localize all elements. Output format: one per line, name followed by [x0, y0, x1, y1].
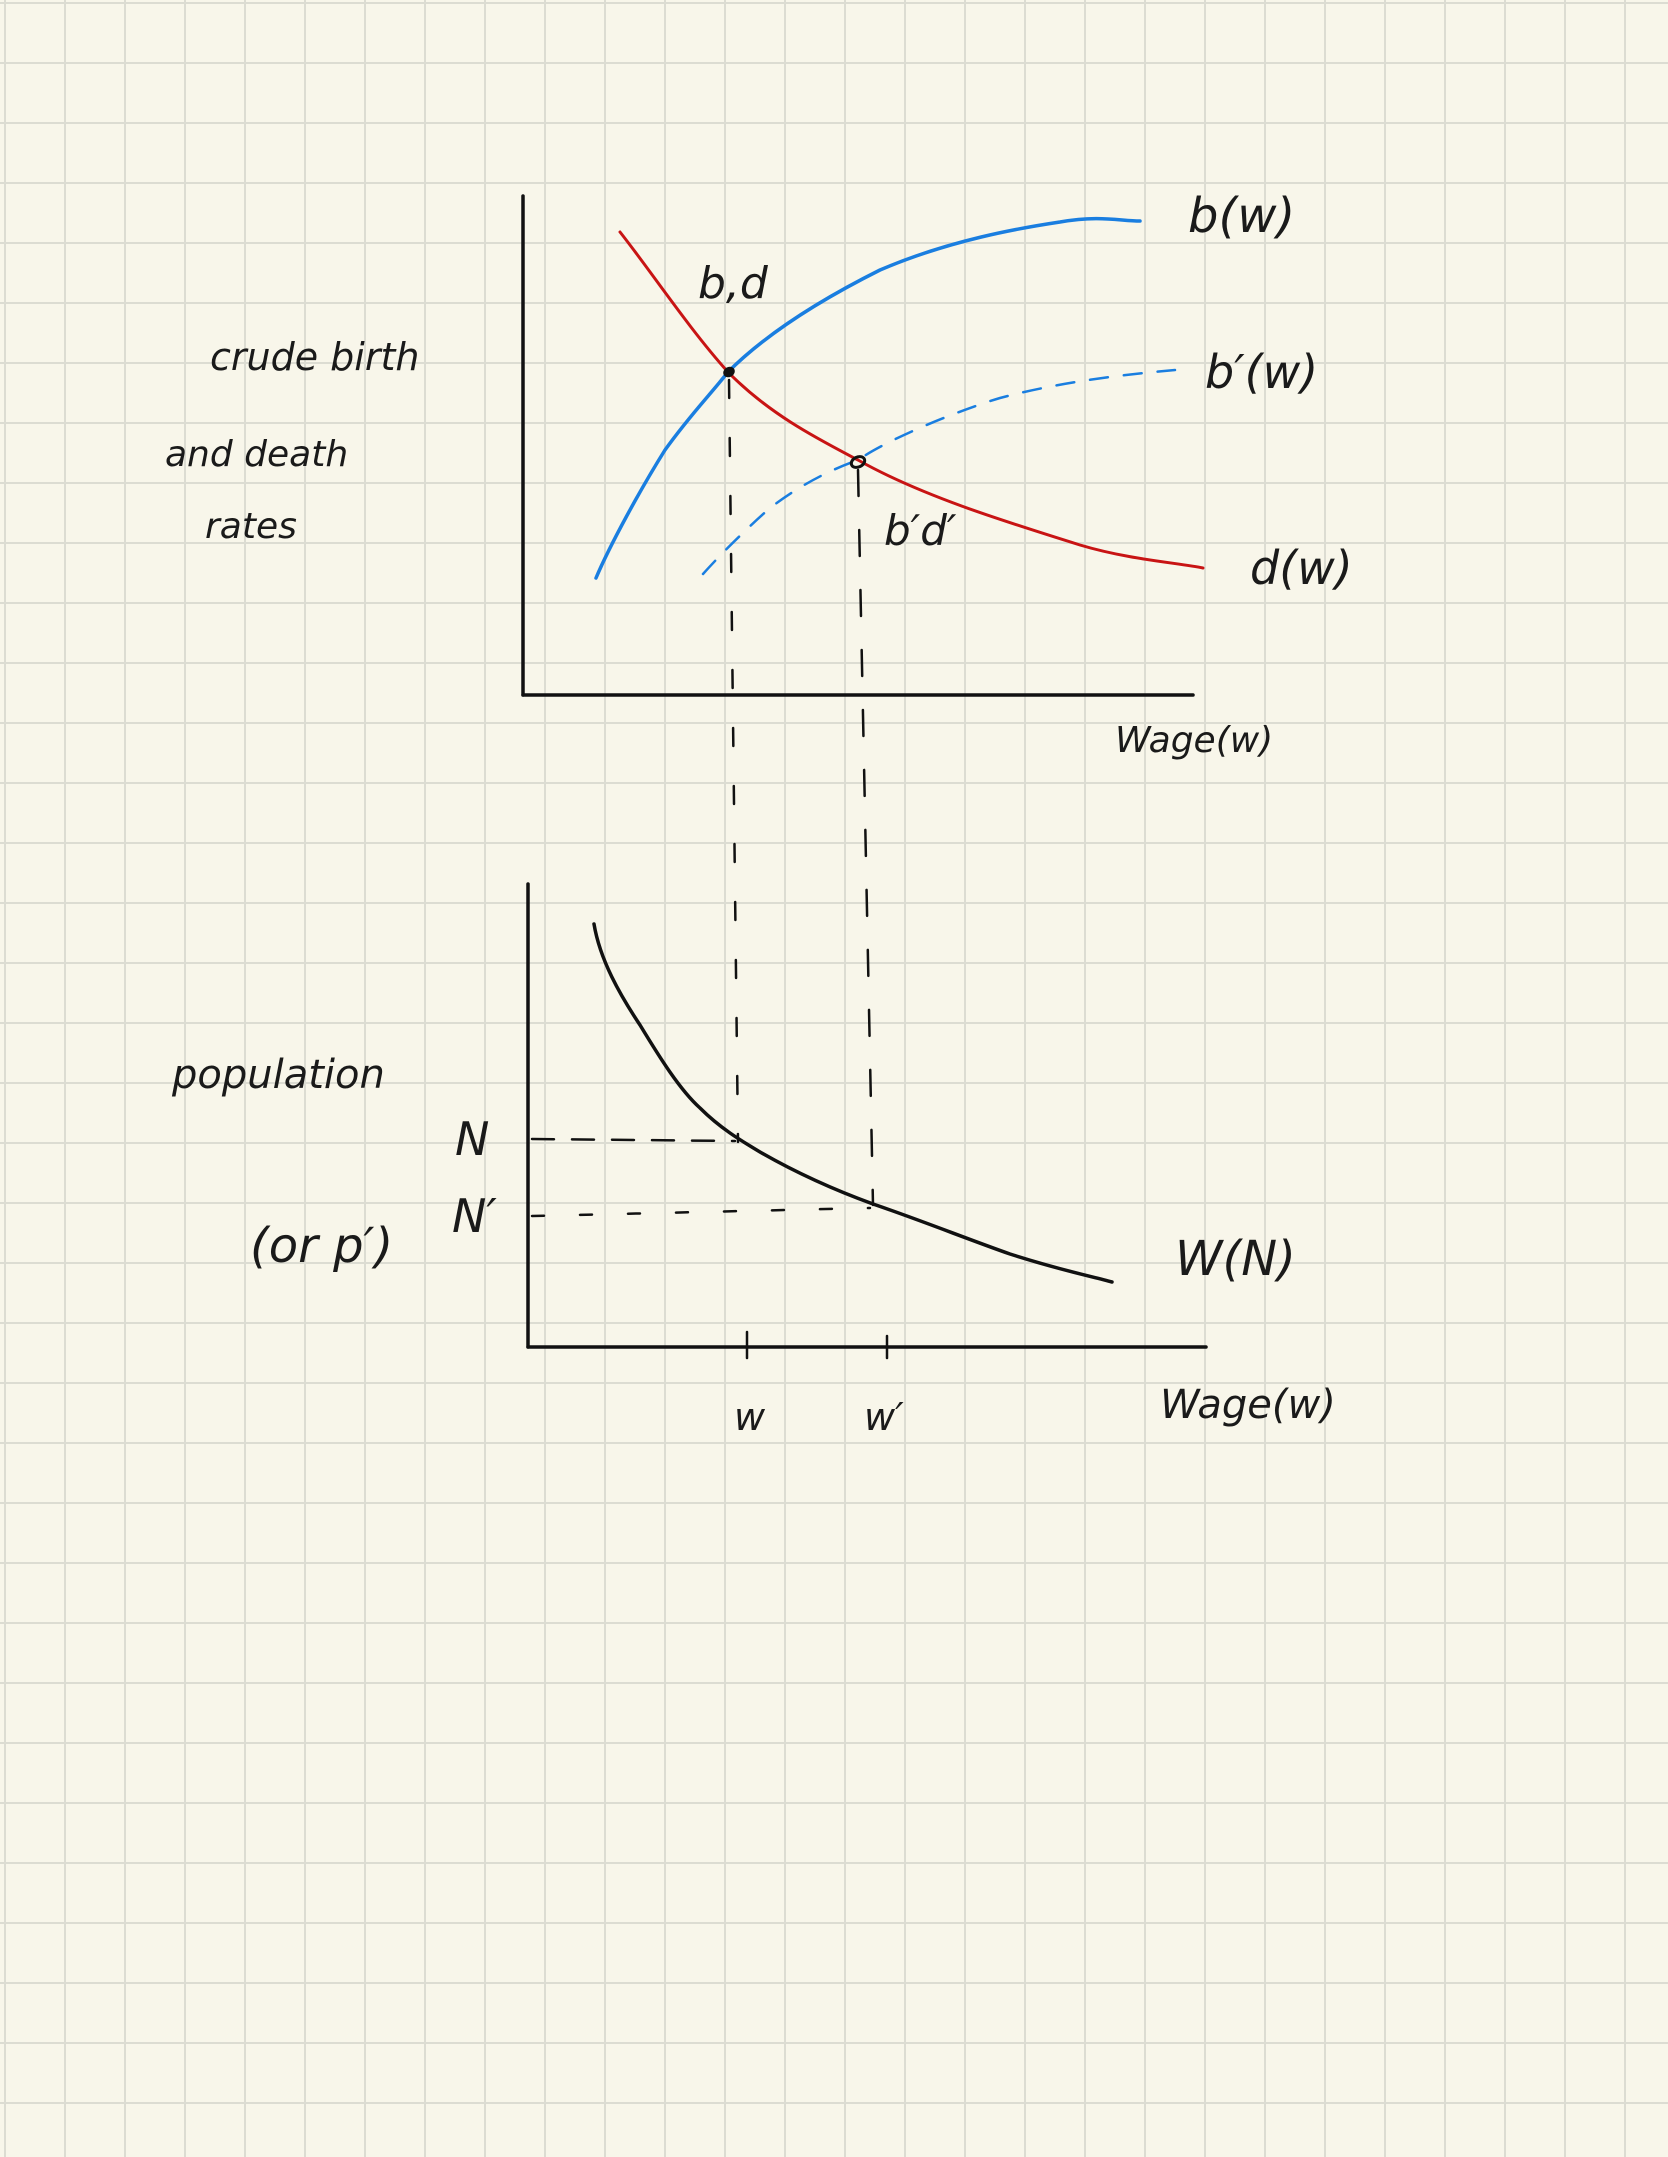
label-population: population: [171, 1052, 385, 1098]
label-W-N: W(N): [1175, 1231, 1296, 1287]
label-b-prime-d-prime: b′d′: [884, 506, 957, 555]
label-wage-bottom: Wage(w): [1160, 1382, 1336, 1428]
equilibrium-point-bd: [723, 366, 735, 378]
label-wage-top: Wage(w): [1115, 720, 1273, 761]
label-bd: b,d: [698, 258, 769, 309]
label-and-death: and death: [165, 434, 348, 475]
label-N-prime: N′: [452, 1189, 497, 1243]
label-b-w: b(w): [1188, 188, 1295, 244]
birth-curve-b-prime-w: [701, 368, 1177, 576]
label-crude-birth: crude birth: [210, 335, 419, 379]
label-N: N: [455, 1112, 489, 1166]
label-w: w: [734, 1395, 766, 1439]
label-rates: rates: [205, 506, 297, 547]
death-curve-d-w: [618, 230, 1205, 570]
bottom-chart: N N′ population (or p′) W(N) w w′ Wage(w…: [171, 882, 1336, 1439]
equilibrium-point-b-prime-d-prime: [849, 455, 867, 469]
top-chart: b,d b′d′ b(w) b′(w) d(w) Wage(w) crude b…: [165, 188, 1353, 761]
label-b-prime-w: b′(w): [1205, 345, 1318, 399]
wage-population-curve-w-n: [592, 922, 1114, 1284]
dash-line-N-prime: [530, 1206, 872, 1218]
label-or-p: (or p′): [250, 1218, 393, 1274]
label-d-w: d(w): [1250, 541, 1353, 595]
birth-curve-b-w: [594, 216, 1142, 580]
drop-line-w: [727, 378, 740, 1144]
drop-line-w-prime: [856, 468, 875, 1207]
label-w-prime: w′: [864, 1395, 904, 1439]
dash-line-N: [530, 1137, 737, 1143]
